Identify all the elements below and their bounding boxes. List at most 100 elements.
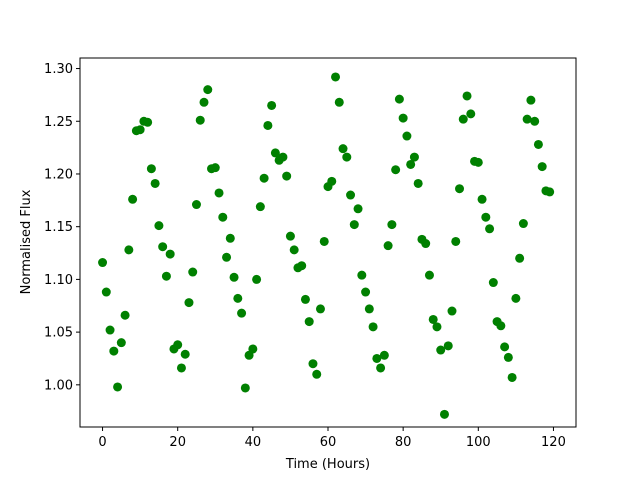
data-point [364,304,374,314]
data-point [327,176,337,186]
y-axis-ticks: 1.00 1.05 1.10 1.15 1.20 1.25 1.30 [44,62,80,393]
data-point [135,125,145,135]
data-point [150,178,160,188]
data-point [225,233,235,243]
data-point [308,359,318,369]
data-point [421,239,431,249]
data-point [165,249,175,259]
data-point [458,114,468,124]
y-tick-label: 1.25 [44,115,73,130]
x-tick-label: 100 [466,435,491,450]
data-point [267,100,277,110]
data-point [240,383,250,393]
data-point [113,382,123,392]
data-point [128,194,138,204]
data-point [120,310,130,320]
data-point [331,72,341,82]
y-axis-label: Normalised Flux [19,189,34,294]
x-tick-label: 120 [541,435,566,450]
data-point [537,162,547,172]
data-point [109,346,119,356]
data-point [180,349,190,359]
data-point [101,287,111,297]
data-point [116,338,126,348]
data-point [462,91,472,101]
data-point [233,293,243,303]
data-point [297,261,307,271]
data-point [312,369,322,379]
x-axis-ticks: 0 20 40 60 80 100 120 [98,427,566,450]
y-tick-label: 1.20 [44,167,73,182]
data-point [300,294,310,304]
data-point [146,164,156,174]
data-points [98,72,555,419]
data-point [451,236,461,246]
x-tick-label: 40 [245,435,262,450]
data-point [526,95,536,105]
data-point [428,314,438,324]
data-point [199,97,209,107]
data-point [439,409,449,419]
data-point [533,139,543,149]
data-point [503,352,513,362]
data-point [368,322,378,332]
data-point [530,116,540,126]
x-tick-label: 0 [98,435,106,450]
data-point [289,245,299,255]
data-point [518,219,528,229]
data-point [409,152,419,162]
data-point [515,253,525,263]
data-point [195,115,205,125]
data-point [214,188,224,198]
data-point [379,350,389,360]
data-point [334,97,344,107]
data-point [203,85,213,95]
x-tick-label: 80 [395,435,412,450]
data-point [466,109,476,119]
data-point [413,178,423,188]
data-point [387,220,397,230]
data-point [98,258,108,268]
data-point [270,148,280,158]
y-tick-label: 1.05 [44,326,73,341]
data-point [522,114,532,124]
data-point [278,152,288,162]
data-point [338,144,348,154]
data-point [353,204,363,214]
data-point [252,274,262,284]
data-point [191,200,201,210]
data-point [218,212,228,222]
data-point [285,231,295,241]
data-point [263,120,273,130]
data-point [158,242,168,252]
data-point [161,271,171,281]
data-point [402,131,412,141]
data-point [485,224,495,234]
data-point [237,308,247,318]
data-point [473,157,483,167]
data-point [424,270,434,280]
data-point [248,344,258,354]
data-point [255,202,265,212]
data-point [105,325,115,335]
data-point [259,173,269,183]
data-point [188,267,198,277]
data-point [496,321,506,331]
y-tick-label: 1.10 [44,273,73,288]
data-point [154,221,164,231]
data-point [398,113,408,123]
data-point [229,272,239,282]
data-point [481,212,491,222]
data-point [315,304,325,314]
data-point [545,187,555,197]
data-point [383,241,393,251]
data-point [391,165,401,175]
data-point [282,171,292,181]
data-point [222,252,232,262]
data-point [511,293,521,303]
data-point [500,342,510,352]
data-point [349,220,359,230]
data-point [304,317,314,327]
data-point [372,353,382,363]
data-point [143,117,153,127]
